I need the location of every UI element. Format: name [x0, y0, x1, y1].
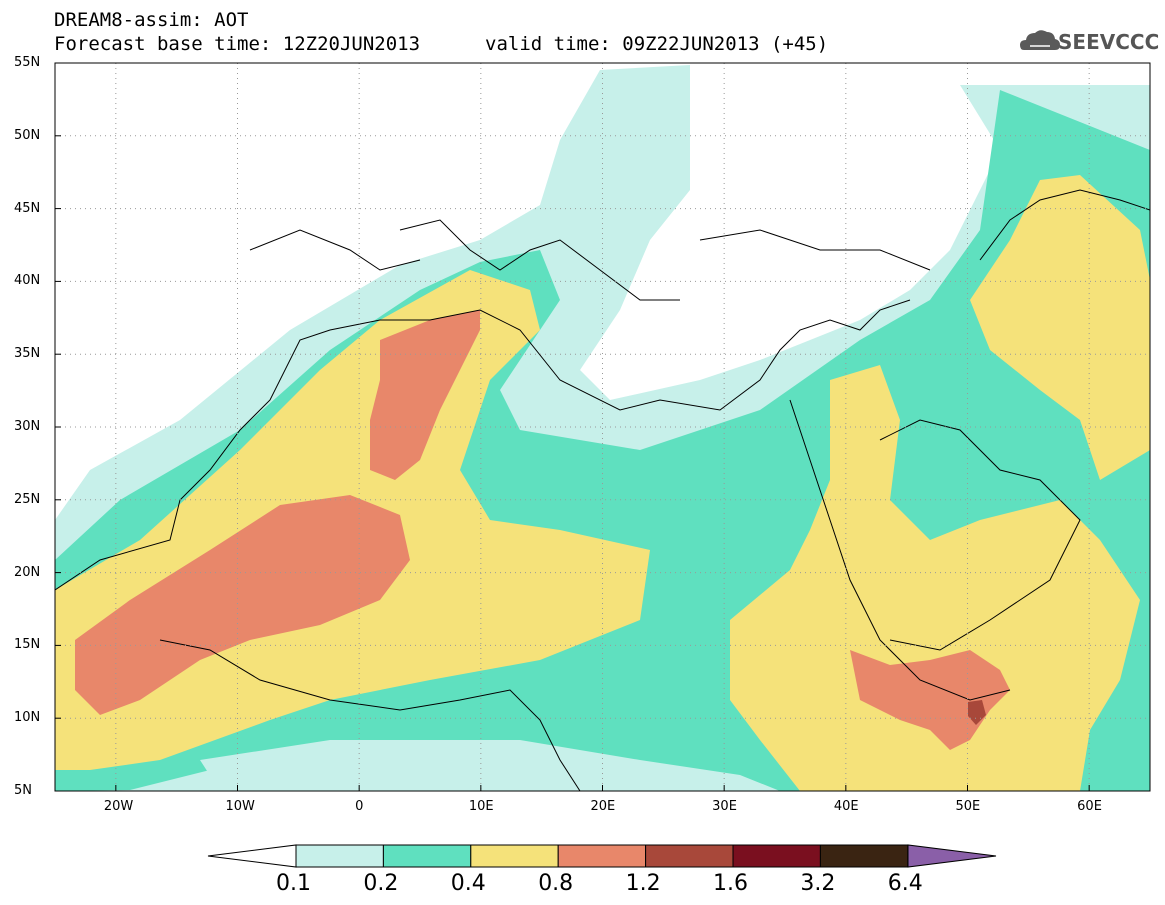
- colorbar: [207, 844, 997, 868]
- forecast-base-time: Forecast base time: 12Z20JUN2013: [54, 33, 421, 55]
- aot-band-1.2-east: [968, 700, 986, 725]
- lon-label: 20E: [590, 799, 616, 814]
- colorbar-segment: [557, 844, 647, 868]
- lat-label: 45N: [14, 200, 41, 216]
- colorbar-label: 0.1: [276, 871, 311, 896]
- lon-label: 0: [355, 799, 364, 814]
- lon-label: 10E: [468, 799, 494, 814]
- lat-label: 20N: [14, 564, 41, 580]
- lat-label: 10N: [14, 710, 41, 726]
- valid-time: valid time: 09Z22JUN2013 (+45): [485, 33, 829, 55]
- lat-label: 30N: [14, 419, 41, 434]
- colorbar-segment: [732, 844, 821, 868]
- colorbar-segment: [382, 844, 472, 868]
- aot-band-0.8: [75, 495, 410, 715]
- lon-label: 10W: [225, 799, 255, 814]
- colorbar-extend-low: [207, 844, 297, 868]
- map-title: DREAM8-assim: AOT: [54, 9, 249, 31]
- colorbar-label: 3.2: [800, 871, 836, 896]
- colorbar-segment: [470, 844, 559, 868]
- colorbar-label: 1.6: [713, 871, 748, 896]
- lat-label: 5N: [14, 783, 32, 798]
- lat-label: 40N: [14, 273, 41, 289]
- colorbar-extend-high: [907, 844, 997, 868]
- cloud-icon: [1020, 30, 1060, 50]
- lon-label: 20W: [103, 799, 134, 814]
- lon-label: 50E: [955, 799, 981, 814]
- lon-label: 60E: [1077, 799, 1102, 814]
- lat-label: 25N: [14, 491, 41, 507]
- colorbar-label: 0.8: [538, 871, 574, 896]
- aot-band-0.1-south: [200, 740, 780, 791]
- aot-band-0.8-east: [850, 650, 1010, 750]
- colorbar-label: 1.2: [625, 871, 661, 896]
- colorbar-segment: [645, 844, 734, 868]
- colorbar-segment: [295, 844, 384, 868]
- lat-label: 50N: [14, 127, 41, 143]
- colorbar-segment: [819, 844, 909, 868]
- lat-label: 15N: [14, 637, 41, 653]
- aot-band-0.4-northeast: [970, 175, 1150, 480]
- aot-band-0.4-east: [730, 365, 1140, 791]
- lat-label: 35N: [14, 346, 41, 362]
- logo-text: SEEVCCC: [1058, 30, 1160, 54]
- aot-band-0.8-north: [370, 310, 480, 480]
- lon-label: 30E: [712, 799, 737, 814]
- colorbar-label: 0.2: [363, 871, 399, 896]
- lon-label: 40E: [833, 799, 859, 814]
- lat-label: 55N: [14, 55, 41, 70]
- colorbar-label: 0.4: [450, 871, 486, 896]
- colorbar-label: 6.4: [887, 871, 923, 896]
